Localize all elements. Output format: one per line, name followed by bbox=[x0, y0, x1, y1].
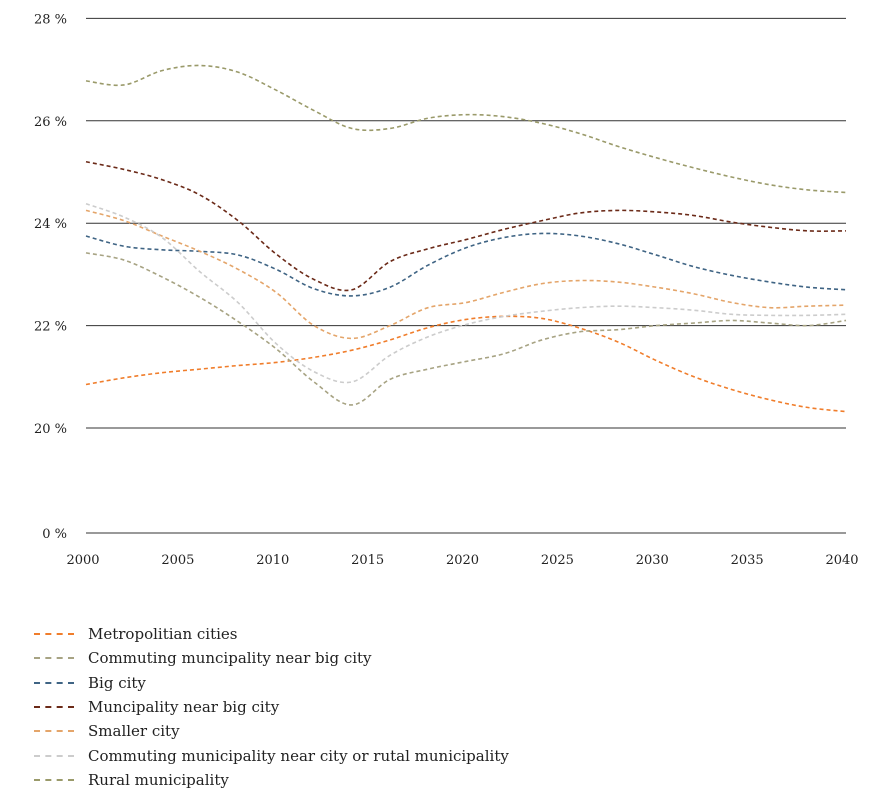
series-line-7 bbox=[85, 64, 847, 194]
legend-label: Muncipality near big city bbox=[88, 698, 280, 717]
legend-label: Commuting municipality near city or ruta… bbox=[88, 746, 509, 765]
x-tick-label: 2025 bbox=[541, 553, 574, 568]
x-tick-label: 2000 bbox=[66, 553, 99, 568]
y-tick-label: 0 % bbox=[42, 527, 67, 542]
line-chart: 0 %20 %22 %24 %26 %28 %2000 2005 2010 2015 2… bbox=[34, 12, 859, 568]
gridlines bbox=[86, 17, 846, 534]
legend-label: Smaller city bbox=[88, 722, 180, 741]
legend-item: Big city bbox=[34, 671, 509, 695]
legend-swatch bbox=[34, 730, 74, 733]
x-tick-label: 2020 bbox=[446, 553, 479, 568]
y-tick-label: 26 % bbox=[34, 115, 67, 130]
x-tick-label: 2010 bbox=[256, 553, 289, 568]
legend-item: Smaller city bbox=[34, 719, 509, 743]
legend-label: Metropolitian cities bbox=[88, 625, 238, 644]
series-line-4 bbox=[85, 160, 847, 292]
x-tick-label: 2005 bbox=[161, 553, 194, 568]
legend-item: Commuting municipality near city or ruta… bbox=[34, 743, 509, 767]
series-line-1 bbox=[85, 315, 847, 413]
y-tick-label: 20 % bbox=[34, 422, 67, 437]
series-lines bbox=[85, 64, 847, 413]
series-line-3 bbox=[85, 232, 847, 297]
legend-swatch bbox=[34, 706, 74, 709]
series-line-2 bbox=[85, 252, 847, 406]
legend-swatch bbox=[34, 681, 74, 684]
x-axis: 2000 2005 2010 2015 2020 2025 2030 2035 2040 bbox=[66, 553, 858, 568]
legend-item: Muncipality near big city bbox=[34, 695, 509, 719]
y-tick-label: 24 % bbox=[34, 217, 67, 232]
y-tick-label: 22 % bbox=[34, 320, 67, 335]
legend-swatch bbox=[34, 657, 74, 660]
chart-legend: Metropolitian cities Commuting muncipalit… bbox=[34, 622, 509, 792]
legend-label: Big city bbox=[88, 673, 146, 692]
legend-swatch bbox=[34, 778, 74, 781]
legend-label: Rural municipality bbox=[88, 770, 229, 789]
series-line-6 bbox=[85, 202, 847, 384]
legend-swatch bbox=[34, 754, 74, 757]
legend-item: Commuting muncipality near big city bbox=[34, 646, 509, 670]
y-axis: 0 % 20 % 22 % 24 % 26 % 28 % bbox=[34, 12, 67, 542]
legend-item: Rural municipality bbox=[34, 768, 509, 792]
legend-swatch bbox=[34, 633, 74, 636]
legend-label: Commuting muncipality near big city bbox=[88, 649, 372, 668]
x-tick-label: 2035 bbox=[731, 553, 764, 568]
x-tick-label: 2030 bbox=[636, 553, 669, 568]
series-line-5 bbox=[85, 209, 847, 340]
x-tick-label: 2015 bbox=[351, 553, 384, 568]
x-tick-label: 2040 bbox=[825, 553, 858, 568]
y-tick-label: 28 % bbox=[34, 12, 67, 27]
legend-item: Metropolitian cities bbox=[34, 622, 509, 646]
